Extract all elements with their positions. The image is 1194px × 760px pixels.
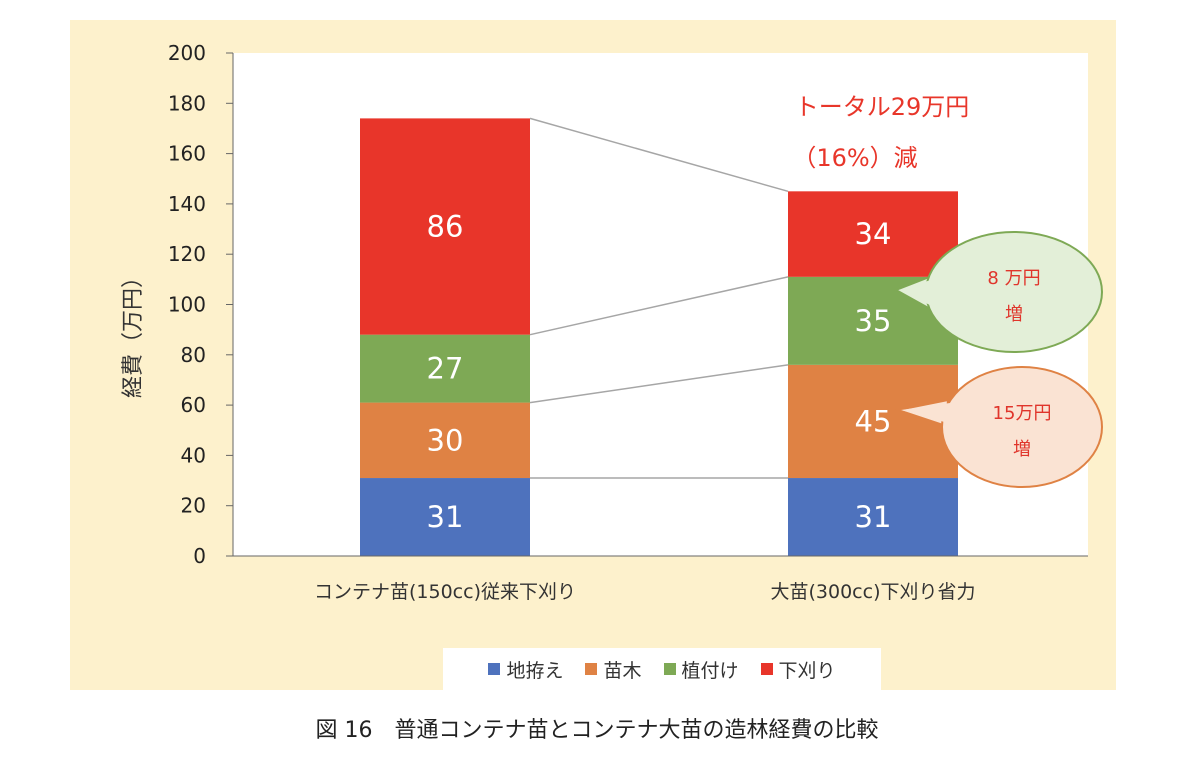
data-label: 31 [855,500,892,534]
connector-line [529,117,789,193]
bar-segment [360,118,530,335]
bubble-text-line2: 増 [1013,439,1031,460]
y-tick-label: 160 [168,142,206,166]
y-tick-label: 40 [181,443,206,467]
connector-line [529,276,789,336]
bubble-green: 8 万円増 [893,231,1103,353]
legend-label: 下刈り [778,659,836,682]
y-tick-label: 200 [168,41,206,65]
bubble-text-line2: 増 [1005,304,1023,325]
legend-swatch [585,663,598,675]
bubble-text-line1: 15万円 [993,403,1052,424]
legend-swatch [488,663,501,675]
legend-label: 苗木 [603,659,642,682]
bubble-shape [941,366,1103,488]
data-label: 34 [855,217,892,251]
bubble-shape [925,231,1103,353]
bar-segment [788,191,958,277]
bars: 31 30 27 86 31 45 35 34 [360,118,958,556]
data-label: 35 [855,304,892,338]
y-tick-label: 120 [168,242,206,266]
legend-item: 苗木 [585,656,642,683]
y-axis: 0 20 40 60 80 100 120 140 160 180 200 [168,41,1088,568]
bubble-pointer-fill [899,279,934,307]
legend-swatch [760,663,773,675]
data-label: 86 [427,210,464,244]
legend-item: 地拵え [488,656,563,683]
y-tick-label: 80 [181,343,206,367]
bar-segment [360,402,530,479]
bubble-pointer-fill [901,403,950,423]
y-tick-label: 0 [193,544,206,568]
y-tick-label: 20 [181,494,206,518]
y-tick-label: 180 [168,91,206,115]
data-label: 27 [427,352,464,386]
data-label: 30 [427,423,464,457]
bar-segment [360,478,530,556]
bar-segment [360,334,530,403]
total-annotation-line1: トータル29万円 [795,93,970,121]
legend-label: 植付け [681,659,739,682]
y-axis-label: 経費（万円） [121,266,146,398]
total-annotation-line2: （16%）減 [792,144,917,172]
category-label: 大苗(300cc)下刈り省力 [771,581,976,603]
legend: 地拵え 苗木 植付け 下刈り [443,648,881,690]
legend-item: 下刈り [760,656,836,683]
figure-panel: 31 30 27 86 31 45 35 34 0 20 40 60 80 100 120 140 160 18… [70,20,1116,690]
y-tick-label: 60 [181,393,206,417]
stacked-bar-chart: 31 30 27 86 31 45 35 34 0 20 40 60 80 100 120 140 160 18… [121,41,1103,603]
category-label: コンテナ苗(150cc)従来下刈り [314,581,576,603]
connector-line [529,364,789,404]
legend-item: 植付け [663,656,739,683]
data-label: 45 [855,404,892,438]
y-tick-label: 100 [168,293,206,317]
legend-label: 地拵え [506,659,564,682]
connector-lines [529,117,789,479]
legend-swatch [663,663,676,675]
data-label: 31 [427,500,464,534]
y-tick-label: 140 [168,192,206,216]
bubble-text-line1: 8 万円 [987,268,1040,289]
category-labels: コンテナ苗(150cc)従来下刈り 大苗(300cc)下刈り省力 [314,581,975,603]
bar-segment [788,478,958,556]
figure-caption: 図 16 普通コンテナ苗とコンテナ大苗の造林経費の比較 [315,718,879,743]
